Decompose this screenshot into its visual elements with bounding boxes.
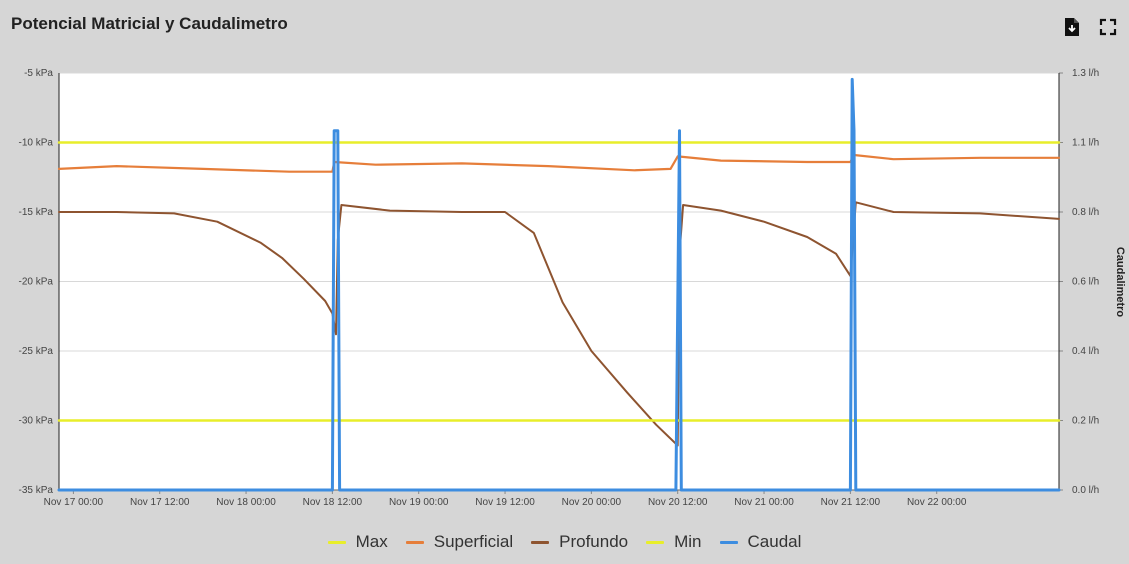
- y-tick-label-left: -10 kPa: [19, 138, 54, 149]
- legend-item-max[interactable]: Max: [327, 532, 388, 552]
- x-tick-label: Nov 17 12:00: [130, 497, 190, 508]
- y-tick-label-right: 1.1 l/h: [1072, 138, 1099, 149]
- legend-swatch: [646, 540, 665, 544]
- y-tick-label-right: 0.6 l/h: [1072, 277, 1099, 288]
- x-tick-label: Nov 18 12:00: [303, 497, 363, 508]
- y-tick-label-left: -35 kPa: [19, 485, 54, 496]
- series-line-caudal: [57, 77, 1061, 492]
- legend-swatch: [531, 540, 550, 544]
- x-tick-label: Nov 21 12:00: [821, 497, 881, 508]
- legend-label: Caudal: [747, 532, 802, 551]
- legend-swatch: [327, 540, 346, 544]
- legend-label: Max: [355, 532, 388, 551]
- y-tick-label-left: -25 kPa: [19, 346, 54, 357]
- legend-label: Min: [674, 532, 702, 551]
- legend-swatch: [405, 540, 424, 544]
- legend-item-superficial[interactable]: Superficial: [405, 532, 514, 552]
- y-tick-label-right: 1.3 l/h: [1072, 68, 1099, 79]
- chart-header: Potencial Matricial y Caudalimetro: [0, 0, 1129, 56]
- y-tick-label-right: 0.8 l/h: [1072, 207, 1099, 218]
- y-tick-label-right: 0.2 l/h: [1072, 416, 1099, 427]
- legend-swatch: [719, 540, 738, 544]
- y-tick-label-left: -30 kPa: [19, 416, 54, 427]
- x-tick-label: Nov 21 00:00: [734, 497, 794, 508]
- export-document-icon[interactable]: [1062, 17, 1082, 37]
- legend-item-caudal[interactable]: Caudal: [719, 532, 802, 552]
- y-tick-label-right: 0.4 l/h: [1072, 346, 1099, 357]
- x-tick-label: Nov 22 00:00: [907, 497, 967, 508]
- legend-item-min[interactable]: Min: [646, 532, 702, 552]
- x-tick-label: Nov 19 00:00: [389, 497, 449, 508]
- x-tick-label: Nov 20 12:00: [648, 497, 708, 508]
- x-tick-label: Nov 19 12:00: [475, 497, 535, 508]
- y-tick-label-left: -20 kPa: [19, 277, 54, 288]
- chart-title: Potencial Matricial y Caudalimetro: [11, 14, 288, 33]
- chart-plot-svg: -5 kPa 1.3 l/h -10 kPa 1.1 l/h -15 kPa 0.8 l/…: [19, 68, 1126, 508]
- legend-label: Superficial: [433, 532, 514, 551]
- y-tick-label-right: 0.0 l/h: [1072, 485, 1099, 496]
- fullscreen-icon[interactable]: [1098, 17, 1118, 37]
- x-tick-label: Nov 17 00:00: [44, 497, 104, 508]
- legend-item-profundo[interactable]: Profundo: [531, 532, 628, 552]
- y-tick-label-left: -15 kPa: [19, 207, 54, 218]
- chart-legend: Max Superficial Profundo Min Caudal: [0, 528, 1129, 556]
- series-line-profundo: [58, 201, 1060, 447]
- x-tick-label: Nov 18 00:00: [216, 497, 276, 508]
- y-tick-label-left: -5 kPa: [24, 68, 53, 79]
- legend-label: Profundo: [559, 532, 629, 551]
- y-axis-label-right: Caudalimetro: [1114, 247, 1126, 318]
- x-tick-label: Nov 20 00:00: [562, 497, 622, 508]
